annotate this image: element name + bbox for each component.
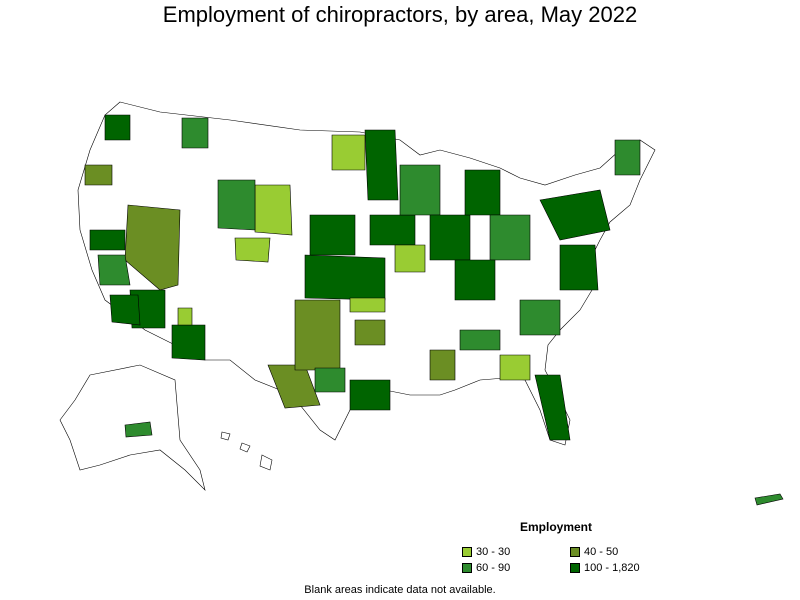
- area-florida: [534, 374, 571, 441]
- area-wyoming-light: [254, 184, 293, 236]
- area-mid-atlantic: [559, 244, 599, 291]
- area-washington: [104, 114, 131, 141]
- area-maine: [614, 139, 641, 176]
- area-california-north: [89, 229, 126, 251]
- hawaii-island: [259, 454, 273, 471]
- area-california-central: [97, 254, 131, 286]
- area-iowa: [369, 214, 416, 246]
- area-wyoming-green: [217, 179, 256, 231]
- area-wisconsin: [399, 164, 441, 216]
- footnote: Blank areas indicate data not available.: [304, 584, 496, 596]
- area-texas-green: [314, 367, 346, 393]
- area-minnesota: [364, 129, 399, 201]
- legend-swatch: [570, 563, 580, 573]
- legend-item: 40 - 50: [570, 546, 618, 558]
- legend-label: 40 - 50: [584, 546, 619, 558]
- area-nebraska: [309, 214, 356, 256]
- area-north-dakota: [331, 134, 366, 171]
- legend-swatch: [462, 547, 472, 557]
- hawaii-island: [239, 442, 251, 453]
- area-northeast: [539, 189, 611, 241]
- legend-swatch: [462, 563, 472, 573]
- puerto-rico: [754, 493, 784, 506]
- area-spokane: [181, 117, 209, 149]
- area-arizona-light: [177, 307, 193, 326]
- area-arizona-tucson: [171, 324, 206, 361]
- area-oklahoma-light: [349, 297, 386, 313]
- legend-item: 30 - 30: [462, 546, 510, 558]
- area-texas-west: [267, 364, 321, 409]
- legend-item: 60 - 90: [462, 562, 510, 574]
- area-mississippi: [429, 349, 456, 381]
- area-anchorage: [124, 421, 153, 438]
- area-utah-light: [234, 237, 271, 263]
- hawaii-island: [220, 431, 231, 441]
- legend-label: 30 - 30: [476, 546, 511, 558]
- area-tennessee: [459, 329, 501, 351]
- area-michigan: [464, 169, 501, 216]
- legend-item: 100 - 1,820: [570, 562, 640, 574]
- area-oregon: [84, 164, 113, 186]
- area-chicago: [429, 214, 471, 261]
- area-indiana: [454, 259, 496, 301]
- area-georgia-light: [499, 354, 531, 381]
- legend-label: 100 - 1,820: [584, 562, 640, 574]
- legend-swatch: [570, 547, 580, 557]
- area-texas-olive: [294, 299, 341, 371]
- area-nevada: [124, 204, 181, 291]
- area-houston: [349, 379, 391, 411]
- area-kansas: [304, 254, 386, 301]
- legend-title: Employment: [520, 520, 593, 534]
- map-title: Employment of chiropractors, by area, Ma…: [162, 2, 638, 27]
- area-california-south: [109, 294, 141, 326]
- area-ohio: [489, 214, 531, 261]
- area-missouri: [354, 319, 386, 346]
- legend-label: 60 - 90: [476, 562, 511, 574]
- area-carolinas: [519, 299, 561, 336]
- area-missouri-light: [394, 244, 426, 273]
